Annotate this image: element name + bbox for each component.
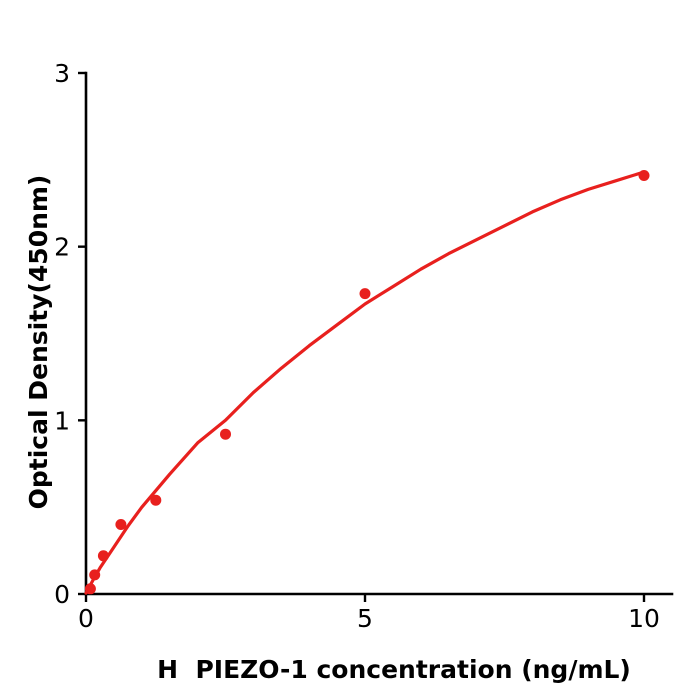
- x-tick-label: 10: [628, 604, 660, 633]
- x-tick-label: 0: [78, 604, 94, 633]
- y-tick-label: 0: [54, 580, 70, 609]
- plot-area: 0 1 2 3 0 5 10: [54, 59, 674, 633]
- data-point: [359, 288, 371, 300]
- data-point: [638, 170, 650, 181]
- y-axis-title: Optical Density(450nm): [24, 175, 53, 510]
- data-point: [97, 550, 109, 562]
- y-tick-label: 2: [54, 233, 70, 262]
- data-point: [115, 519, 127, 530]
- data-point: [89, 569, 101, 581]
- x-axis-title: H PIEZO-1 concentration (ng/mL): [157, 655, 631, 684]
- data-point: [84, 583, 96, 595]
- fit-curve-line: [84, 170, 646, 595]
- y-tick-label: 1: [54, 406, 70, 435]
- data-point: [150, 494, 162, 506]
- x-tick-label: 5: [357, 604, 373, 633]
- data-point: [220, 428, 231, 440]
- y-tick-label: 3: [54, 59, 70, 88]
